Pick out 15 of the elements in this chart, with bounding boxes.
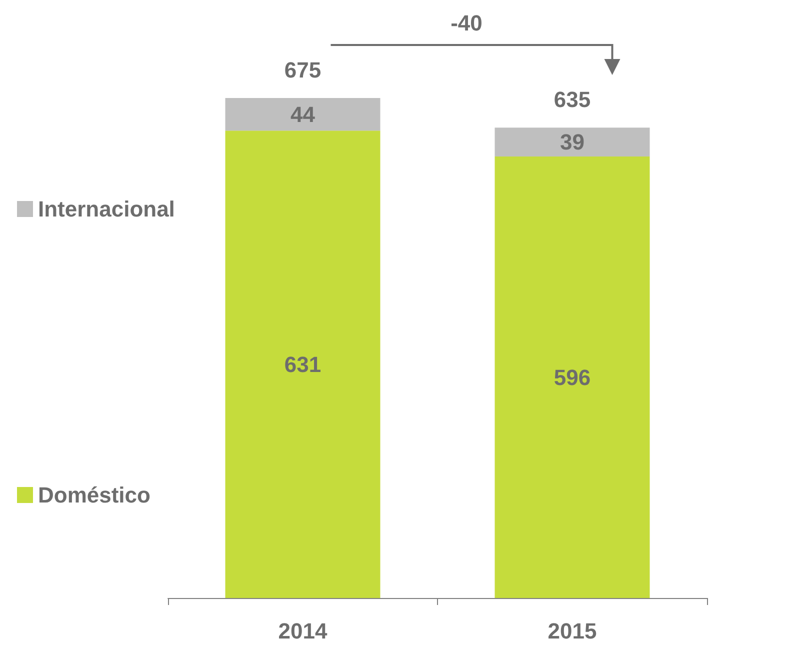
text: -40 (450, 10, 482, 36)
bar (494, 156, 650, 598)
data-label: 44 (290, 102, 316, 127)
data-label: 596 (554, 364, 591, 390)
total-label: 635 (554, 87, 591, 112)
total-label: 675 (284, 58, 322, 82)
bar (494, 128, 650, 157)
legend-label: Internacional (38, 196, 175, 222)
data-label: 39 (560, 130, 584, 155)
x-tick-label: 2015 (548, 618, 597, 644)
bar (225, 98, 380, 131)
data-label: 631 (284, 352, 322, 377)
legend-label: Doméstico (38, 482, 150, 508)
x-tick-label: 2014 (278, 618, 328, 644)
bar (225, 130, 380, 598)
